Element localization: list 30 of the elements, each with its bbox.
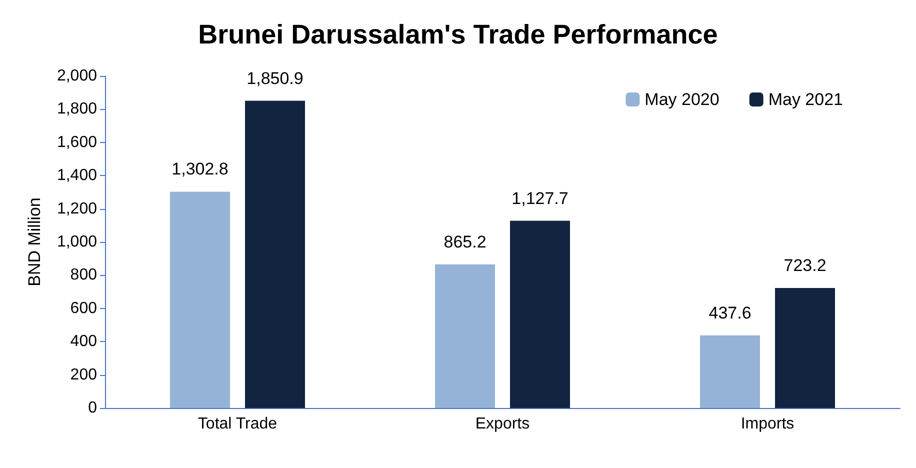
bar bbox=[245, 100, 305, 408]
bar bbox=[510, 220, 570, 408]
y-tick-label: 200 bbox=[70, 366, 98, 384]
data-label: 723.2 bbox=[784, 256, 826, 275]
legend-label: May 2020 bbox=[644, 90, 720, 109]
bar bbox=[775, 288, 835, 408]
y-tick-label: 2,000 bbox=[56, 68, 98, 84]
y-tick-label: 0 bbox=[88, 400, 98, 416]
y-tick-label: 1,600 bbox=[56, 134, 98, 151]
bar bbox=[700, 335, 760, 408]
data-label: 1,127.7 bbox=[512, 188, 568, 208]
y-tick-label: 1,200 bbox=[56, 200, 98, 218]
bar bbox=[170, 192, 230, 408]
legend-label: May 2021 bbox=[768, 90, 844, 109]
x-tick-label: Total Trade bbox=[198, 416, 278, 432]
y-tick-label: 600 bbox=[70, 300, 98, 317]
y-tick-label: 800 bbox=[70, 266, 98, 284]
chart-title: Brunei Darussalam's Trade Performance bbox=[198, 20, 718, 50]
x-tick-label: Exports bbox=[475, 416, 530, 432]
y-tick-label: 1,400 bbox=[56, 167, 98, 184]
y-tick-label: 400 bbox=[70, 333, 98, 350]
data-label: 865.2 bbox=[444, 232, 486, 252]
y-tick-label: 1,800 bbox=[56, 100, 98, 118]
bar bbox=[435, 264, 495, 408]
y-tick-label: 1,000 bbox=[56, 234, 98, 250]
x-tick-label: Imports bbox=[740, 416, 794, 432]
y-axis-title: BND Million bbox=[25, 198, 44, 286]
data-label: 1,302.8 bbox=[172, 160, 228, 179]
data-label: 437.6 bbox=[708, 303, 752, 322]
data-label: 1,850.9 bbox=[246, 68, 304, 88]
